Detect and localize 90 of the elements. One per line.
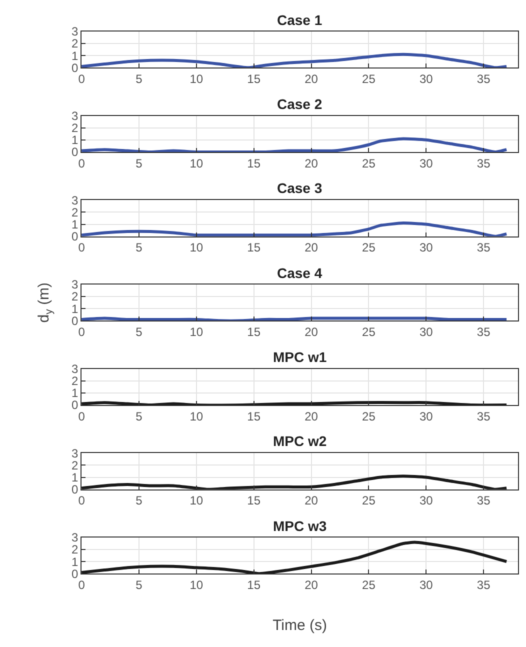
x-tick-label: 25 bbox=[362, 578, 376, 592]
chart-title: Case 2 bbox=[277, 96, 322, 112]
x-tick-label: 10 bbox=[190, 156, 204, 170]
y-tick-label: 2 bbox=[71, 121, 78, 136]
line-series bbox=[82, 540, 508, 574]
x-tick-label: 5 bbox=[136, 156, 143, 170]
x-tick-label: 5 bbox=[136, 578, 143, 592]
x-axis-title: Time (s) bbox=[272, 617, 328, 634]
x-tick-label: 30 bbox=[419, 409, 434, 424]
x-tick-label: 15 bbox=[247, 494, 261, 508]
x-tick-label: 35 bbox=[476, 409, 491, 424]
x-tick-label: 35 bbox=[476, 156, 491, 170]
chart-title: MPC w2 bbox=[273, 433, 327, 449]
y-tick-label: 1 bbox=[71, 554, 78, 569]
x-tick-label: 15 bbox=[247, 325, 261, 340]
x-tick-label: 35 bbox=[476, 325, 491, 340]
chart-title: Case 4 bbox=[277, 265, 322, 281]
x-tick-label: 5 bbox=[136, 409, 143, 424]
x-tick-label: 10 bbox=[190, 72, 204, 86]
y-tick-label: 3 bbox=[71, 24, 78, 39]
x-tick-label: 30 bbox=[419, 240, 434, 255]
line-series bbox=[82, 137, 508, 152]
y-tick-label: 3 bbox=[71, 108, 78, 123]
line-series bbox=[82, 52, 508, 68]
y-tick-label: 2 bbox=[71, 290, 78, 304]
x-tick-label: 30 bbox=[419, 156, 434, 170]
x-tick-label: 15 bbox=[247, 240, 261, 255]
x-tick-label: 25 bbox=[362, 494, 376, 508]
x-tick-label: 20 bbox=[304, 409, 318, 424]
line-series bbox=[82, 474, 508, 490]
x-tick-label: 35 bbox=[476, 72, 491, 86]
x-tick-label: 30 bbox=[419, 578, 434, 592]
x-tick-label: 15 bbox=[247, 409, 261, 424]
x-tick-label: 25 bbox=[362, 72, 376, 86]
x-tick-label: 20 bbox=[304, 578, 318, 592]
chart-title: MPC w1 bbox=[273, 349, 327, 365]
x-tick-label: 20 bbox=[304, 494, 318, 508]
y-tick-label: 0 bbox=[71, 482, 78, 497]
y-tick-label: 2 bbox=[71, 374, 78, 388]
x-tick-label: 25 bbox=[362, 156, 376, 170]
x-tick-label: 15 bbox=[247, 72, 261, 86]
y-tick-label: 1 bbox=[71, 48, 78, 63]
y-tick-label: 1 bbox=[71, 302, 78, 316]
x-tick-label: 10 bbox=[190, 325, 204, 340]
x-tick-label: 20 bbox=[304, 325, 318, 340]
x-tick-label: 15 bbox=[247, 156, 261, 170]
y-tick-label: 3 bbox=[71, 530, 78, 545]
x-tick-label: 25 bbox=[362, 240, 376, 255]
y-tick-label: 3 bbox=[71, 446, 78, 460]
x-tick-label: 20 bbox=[304, 156, 318, 170]
chart-title: MPC w3 bbox=[273, 518, 327, 534]
x-tick-label: 25 bbox=[362, 409, 376, 424]
y-tick-label: 0 bbox=[71, 314, 78, 328]
x-tick-label: 5 bbox=[136, 325, 143, 340]
y-tick-label: 1 bbox=[71, 133, 78, 148]
y-tick-label: 0 bbox=[71, 60, 78, 75]
y-tick-label: 0 bbox=[71, 145, 78, 160]
x-tick-label: 5 bbox=[136, 72, 143, 86]
y-tick-label: 3 bbox=[71, 362, 78, 376]
y-tick-label: 3 bbox=[71, 193, 78, 208]
x-tick-label: 10 bbox=[190, 409, 204, 424]
chart-title: Case 3 bbox=[277, 180, 322, 196]
y-tick-label: 2 bbox=[71, 458, 78, 472]
y-tick-label: 2 bbox=[71, 205, 78, 220]
y-tick-label: 2 bbox=[71, 542, 78, 557]
x-tick-label: 30 bbox=[419, 494, 434, 508]
chart-title: Case 1 bbox=[277, 12, 322, 28]
y-tick-label: 0 bbox=[71, 230, 78, 244]
x-tick-label: 10 bbox=[190, 578, 204, 592]
x-tick-label: 20 bbox=[304, 240, 318, 255]
x-tick-label: 35 bbox=[476, 578, 491, 592]
x-tick-label: 15 bbox=[247, 578, 261, 592]
x-tick-label: 25 bbox=[362, 325, 376, 340]
x-tick-label: 5 bbox=[136, 494, 143, 508]
x-tick-label: 5 bbox=[136, 240, 143, 255]
line-series bbox=[82, 222, 508, 236]
y-tick-label: 1 bbox=[71, 470, 78, 484]
x-tick-label: 10 bbox=[190, 494, 204, 508]
x-tick-label: 10 bbox=[190, 240, 204, 255]
y-tick-label: 2 bbox=[71, 36, 78, 51]
y-tick-label: 0 bbox=[71, 398, 78, 412]
y-tick-label: 1 bbox=[71, 386, 78, 400]
y-tick-label: 0 bbox=[71, 566, 78, 581]
y-tick-label: 1 bbox=[71, 217, 78, 232]
x-tick-label: 30 bbox=[419, 72, 434, 86]
x-tick-label: 35 bbox=[476, 494, 491, 508]
y-tick-label: 3 bbox=[71, 278, 78, 292]
x-tick-label: 20 bbox=[304, 72, 318, 86]
x-tick-label: 35 bbox=[476, 240, 491, 255]
x-tick-label: 30 bbox=[419, 325, 434, 340]
